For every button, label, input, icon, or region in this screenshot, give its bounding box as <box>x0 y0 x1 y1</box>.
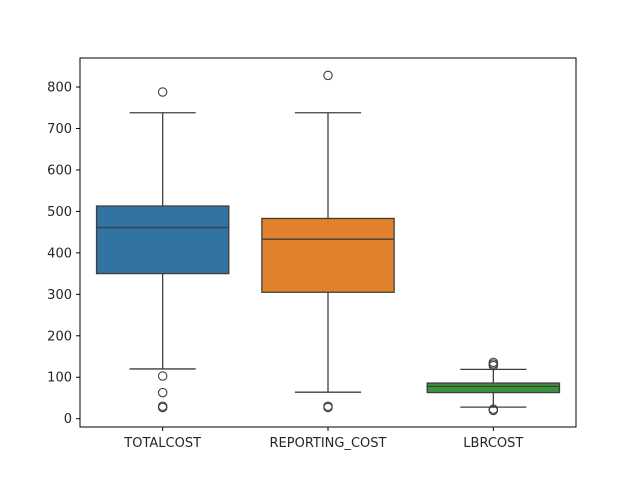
x-tick-label: LBRCOST <box>463 436 523 451</box>
outlier-point <box>488 360 499 371</box>
x-axis: TOTALCOST REPORTING_COST LBRCOST <box>123 427 523 451</box>
plot-area <box>95 70 561 416</box>
outlier-point <box>323 402 333 413</box>
outlier-point <box>157 87 168 97</box>
box-iqr <box>95 205 230 275</box>
y-tick-label: 500 <box>47 205 72 220</box>
outlier-point <box>157 387 168 398</box>
box-group-totalcost <box>95 87 230 413</box>
y-axis: 0 100 200 300 400 500 600 700 800 <box>47 81 80 427</box>
y-tick-label: 0 <box>64 412 72 427</box>
y-tick-label: 400 <box>47 246 72 261</box>
x-tick-label: TOTALCOST <box>123 436 201 451</box>
y-tick-label: 700 <box>47 122 72 137</box>
box-iqr <box>261 217 395 293</box>
outlier-point <box>323 70 333 81</box>
box-iqr <box>426 382 561 394</box>
y-tick-label: 600 <box>47 163 72 178</box>
x-tick-label: REPORTING_COST <box>270 436 387 451</box>
box-group-lbrcost <box>426 357 561 416</box>
y-tick-label: 300 <box>47 288 72 303</box>
outlier-point <box>157 371 168 381</box>
outlier-point <box>488 405 499 416</box>
y-tick-label: 800 <box>47 81 72 96</box>
y-tick-label: 100 <box>47 371 72 386</box>
outlier-point <box>157 402 168 413</box>
box-group-reporting-cost <box>261 70 395 413</box>
y-tick-label: 200 <box>47 329 72 344</box>
